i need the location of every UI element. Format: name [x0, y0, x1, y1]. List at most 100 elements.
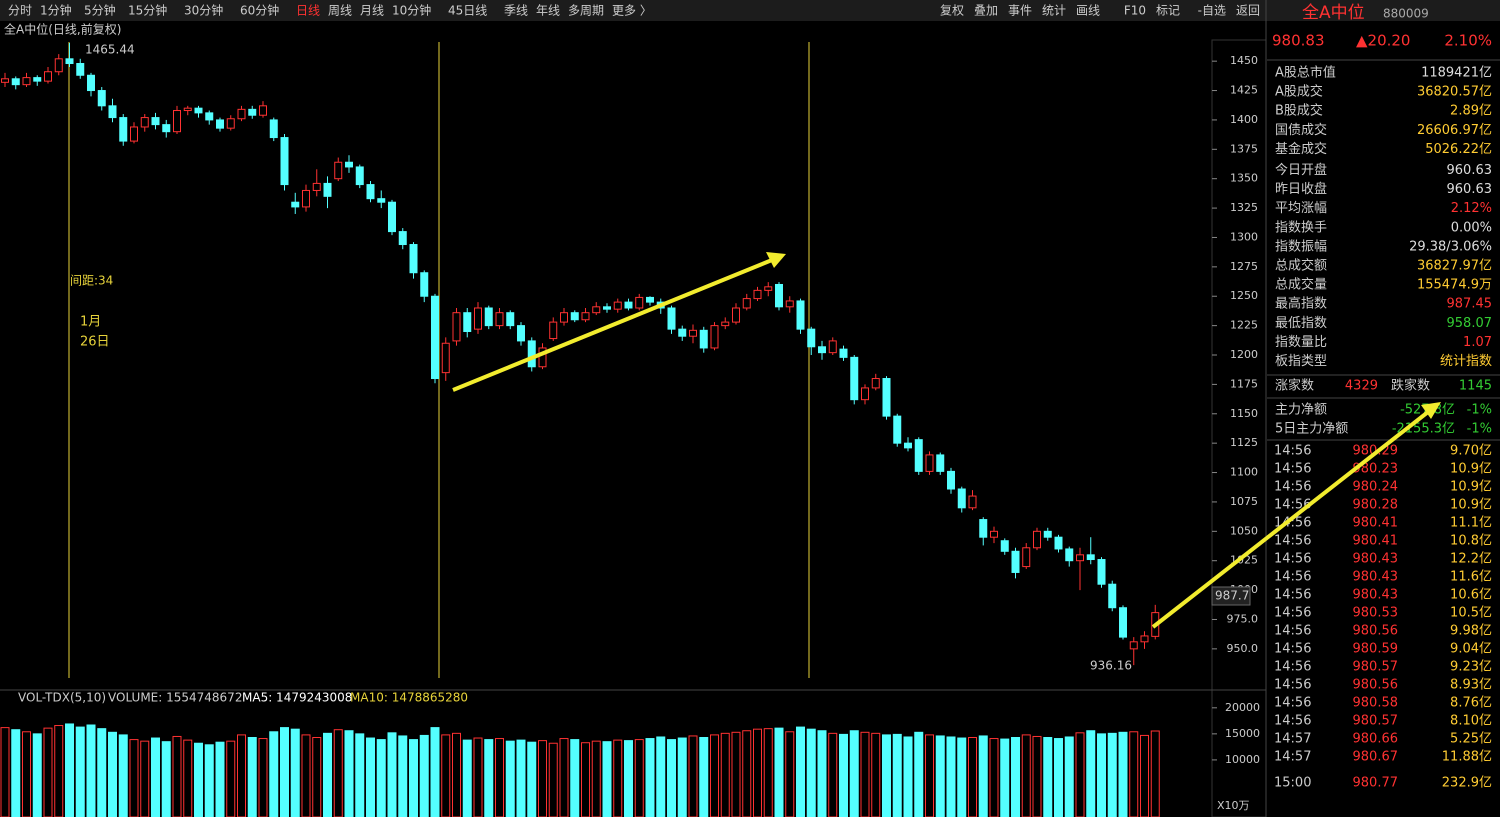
candle-body: [463, 312, 472, 333]
tool-button[interactable]: 统计: [1042, 4, 1066, 18]
trade-price: 980.43: [1353, 588, 1399, 603]
candle-body: [807, 328, 816, 348]
candle-body: [785, 300, 794, 308]
trade-amount: 11.88亿: [1442, 750, 1492, 765]
candle-body: [1076, 554, 1084, 562]
volume-bar: [645, 738, 655, 817]
candle-body: [248, 108, 257, 116]
trade-time: 14:56: [1274, 462, 1311, 477]
arrow: [452, 258, 773, 392]
y-tick-label: 1275: [1230, 260, 1258, 273]
trade-time: 14:56: [1274, 642, 1311, 657]
vol-unit: X10万: [1217, 799, 1250, 812]
period-tab[interactable]: 分时: [8, 4, 32, 18]
trade-amount: 10.9亿: [1450, 480, 1492, 495]
volume-bar: [968, 737, 977, 817]
trade-price: 980.53: [1353, 606, 1399, 621]
candle-body: [560, 312, 568, 323]
stat-label: 最高指数: [1275, 296, 1327, 312]
trade-amount: 12.2亿: [1450, 552, 1492, 567]
stat-value: 5026.22亿: [1425, 142, 1492, 157]
candle-body: [689, 329, 697, 337]
tool-button[interactable]: 事件: [1008, 4, 1032, 18]
period-tab[interactable]: 年线: [536, 4, 560, 18]
period-tab[interactable]: 60分钟: [240, 3, 279, 18]
y-tick-label: 1350: [1230, 172, 1258, 185]
volume-bar: [65, 723, 74, 817]
volume-bar: [355, 733, 365, 817]
volume-bar: [1043, 737, 1053, 817]
period-tab[interactable]: 10分钟: [392, 3, 431, 18]
trade-price: 980.67: [1353, 750, 1399, 765]
tool-button[interactable]: 画线: [1076, 4, 1100, 18]
y-tick-label: 1075: [1230, 495, 1258, 508]
candle-body: [162, 124, 171, 133]
volume-bar: [860, 731, 870, 817]
trade-time: 14:56: [1274, 570, 1311, 585]
volume-bar: [763, 728, 773, 817]
volume-bar: [1129, 731, 1139, 817]
volume-bar: [398, 735, 408, 817]
y-tick-label: 950.0: [1227, 642, 1259, 655]
tool-button[interactable]: 叠加: [974, 4, 998, 18]
volume-bar: [301, 734, 311, 817]
volume-bar: [441, 734, 451, 817]
arrow-head: [766, 252, 786, 268]
volume-bar: [785, 731, 795, 817]
period-tab[interactable]: 15分钟: [128, 3, 167, 18]
y-tick-label: 1200: [1230, 348, 1258, 361]
period-tab[interactable]: 5分钟: [84, 3, 116, 18]
tool-button[interactable]: 返回: [1236, 4, 1260, 18]
volume-bar: [978, 735, 988, 817]
period-tab[interactable]: 1分钟: [40, 3, 72, 18]
candle-body: [775, 283, 783, 308]
period-tab[interactable]: 45日线: [448, 4, 487, 18]
candle-body: [1108, 583, 1117, 609]
candle-body: [76, 63, 85, 76]
candle-body: [581, 312, 590, 321]
price-axis-bg: [1211, 39, 1267, 817]
period-tab[interactable]: 季线: [504, 4, 528, 18]
volume-bar: [634, 739, 644, 817]
y-tick-label: 1175: [1230, 377, 1258, 390]
low-label: 936.16: [1090, 659, 1132, 673]
volume-bar: [118, 734, 128, 817]
period-tab[interactable]: 日线: [296, 4, 320, 18]
volume-bar: [516, 739, 526, 817]
candle-body: [742, 298, 751, 309]
candle-body: [173, 110, 181, 133]
candle-body: [291, 201, 300, 208]
volume-bar: [935, 735, 945, 817]
trade-price: 980.57: [1353, 714, 1399, 729]
trade-amount: 11.1亿: [1450, 516, 1492, 531]
candle-body: [753, 289, 762, 300]
trade-amount: 10.5亿: [1450, 606, 1492, 621]
candle-body: [269, 119, 278, 139]
candle-body: [1054, 536, 1063, 550]
volume-bar: [151, 737, 160, 817]
volume-bar: [624, 740, 633, 817]
period-tab[interactable]: 30分钟: [184, 3, 223, 18]
y-tick-label: 1100: [1230, 466, 1258, 479]
candle-body: [678, 328, 687, 337]
period-tab[interactable]: 月线: [360, 4, 384, 18]
stat-label: 今日开盘: [1275, 162, 1327, 178]
volume-bar: [473, 737, 483, 817]
trade-amount: 8.93亿: [1450, 678, 1492, 693]
trade-amount: 10.8亿: [1450, 534, 1492, 549]
period-tab[interactable]: 多周期: [568, 4, 604, 18]
trade-price: 980.56: [1353, 678, 1399, 693]
trade-time: 14:57: [1274, 732, 1311, 747]
period-tab[interactable]: 更多 〉: [612, 4, 652, 18]
quote-change: ▲20.20: [1356, 32, 1410, 50]
volume-bar: [925, 734, 934, 817]
stat-label: 基金成交: [1275, 141, 1327, 157]
candle-body: [925, 454, 934, 472]
tool-button[interactable]: 标记: [1156, 4, 1180, 18]
ma10-label: MA10: 1478865280: [350, 691, 468, 705]
tool-button[interactable]: F10: [1124, 4, 1146, 18]
tool-button[interactable]: -自选: [1198, 4, 1226, 18]
tool-button[interactable]: 复权: [940, 4, 964, 18]
period-tab[interactable]: 周线: [328, 4, 352, 18]
